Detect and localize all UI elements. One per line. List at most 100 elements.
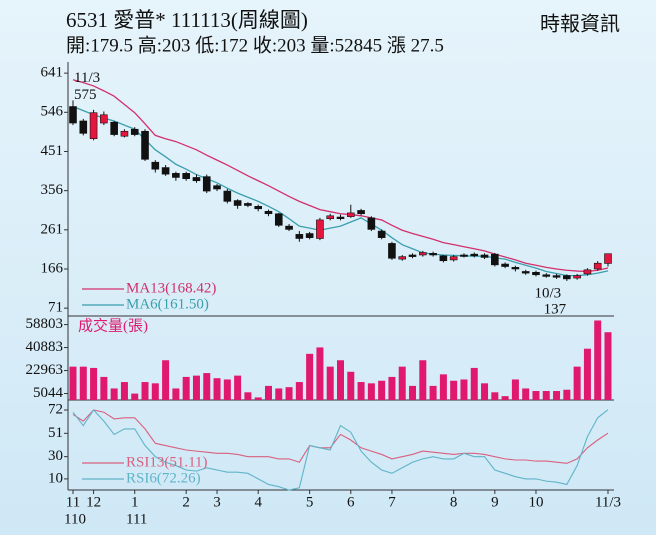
volume-bar — [254, 397, 262, 400]
volume-bar — [295, 382, 303, 400]
volume-bar — [450, 380, 458, 400]
volume-bar — [203, 373, 211, 400]
y-axis-label: 成交量(張) — [78, 316, 148, 334]
volume-bar — [264, 385, 272, 400]
y-tick-label: 5044 — [33, 385, 64, 401]
volume-bar — [367, 383, 375, 400]
volume-bar — [337, 360, 344, 400]
volume-bar — [213, 378, 221, 400]
candle-body — [480, 254, 489, 258]
candle-body — [408, 254, 417, 257]
volume-bar — [470, 367, 478, 400]
candle-body — [501, 263, 509, 267]
y-tick-label: 72 — [48, 401, 63, 417]
y-tick-label: 58803 — [26, 316, 64, 332]
x-tick-label: 11 — [66, 494, 80, 510]
y-tick-label: 451 — [41, 143, 64, 159]
volume-bar — [326, 366, 334, 400]
volume-bar — [583, 348, 591, 400]
x-tick-label: 7 — [388, 494, 396, 510]
x-tick-label: 6 — [347, 494, 355, 510]
y-tick-label: 51 — [48, 425, 63, 441]
volume-bar — [522, 388, 530, 400]
x-tick-label: 2 — [182, 494, 190, 510]
candle-body — [388, 243, 396, 259]
legend-label: MA13(168.42) — [126, 280, 216, 296]
volume-bar — [285, 387, 293, 400]
x-tick-label: 11/3 — [595, 494, 621, 510]
y-tick-label: 22963 — [26, 362, 64, 378]
volume-bar — [460, 379, 468, 400]
x-tick-label: 8 — [450, 494, 458, 510]
annotation-date: 10/3 — [535, 285, 562, 301]
candle-body — [491, 253, 499, 266]
legend-label: RSI6(72.26) — [126, 470, 201, 486]
volume-bar — [594, 320, 602, 400]
candle-body — [552, 275, 561, 278]
volume-bar — [151, 383, 159, 400]
candle-body — [161, 167, 170, 175]
candle-body — [182, 173, 190, 179]
candle-body — [254, 206, 262, 210]
candle-body — [79, 120, 88, 134]
candle-body — [377, 230, 386, 238]
candle-body — [264, 210, 273, 215]
y-tick-label: 166 — [41, 260, 64, 276]
source: 時報資訊 — [540, 13, 620, 36]
candle-body — [326, 215, 335, 219]
volume-bar — [357, 382, 365, 400]
volume-bar — [409, 385, 417, 400]
volume-bar — [604, 332, 612, 400]
candle-body — [470, 253, 479, 257]
volume-bar — [501, 396, 509, 400]
candle-body — [285, 225, 293, 230]
volume-bar — [120, 382, 128, 400]
volume-bar — [429, 385, 437, 400]
volume-bar — [110, 388, 118, 400]
annotation-value: 137 — [544, 301, 567, 317]
y-tick-label: 40883 — [26, 339, 64, 355]
volume-bar — [141, 382, 149, 400]
y-tick-label: 30 — [48, 448, 63, 464]
candle-body — [120, 130, 129, 137]
legend-label: MA6(161.50) — [126, 296, 209, 312]
candle-body — [573, 275, 581, 279]
y-tick-label: 641 — [41, 65, 64, 81]
candle-body — [223, 190, 232, 202]
x-year-label: 110 — [64, 511, 86, 527]
candle-body — [213, 185, 221, 190]
annotation-value: 575 — [74, 87, 97, 103]
y-tick-label: 261 — [41, 221, 64, 237]
volume-bar — [491, 392, 499, 400]
volume-bar — [563, 389, 571, 400]
candle-body — [521, 271, 530, 274]
candle-body — [532, 271, 540, 276]
volume-bar — [511, 379, 519, 400]
volume-bar — [162, 360, 170, 400]
candle-body — [141, 130, 149, 160]
x-tick-label: 1 — [131, 494, 139, 510]
volume-bar — [100, 376, 108, 400]
chart-subtitle: 開:179.5 高:203 低:172 收:203 量:52845 漲 27.5 — [66, 34, 444, 56]
x-tick-label: 12 — [86, 494, 101, 510]
rsi-line — [72, 409, 609, 464]
candle-body — [110, 121, 118, 135]
candle-body — [604, 253, 612, 264]
candle-body — [295, 234, 304, 239]
candle-body — [439, 255, 448, 262]
candle-body — [336, 216, 345, 219]
candle-body — [316, 219, 324, 239]
x-tick-label: 3 — [213, 494, 221, 510]
candle-body — [398, 256, 407, 260]
candle-body — [305, 233, 314, 238]
volume-bar — [573, 366, 581, 400]
volume-bar — [481, 383, 489, 400]
x-tick-label: 10 — [528, 494, 543, 510]
legend-label: RSI13(51.11) — [126, 454, 208, 470]
volume-bar — [532, 391, 540, 400]
candle-body — [429, 253, 437, 256]
ma-line — [72, 105, 609, 277]
volume-bar — [542, 391, 550, 400]
candle-body — [172, 173, 180, 178]
y-tick-label: 546 — [41, 104, 64, 120]
